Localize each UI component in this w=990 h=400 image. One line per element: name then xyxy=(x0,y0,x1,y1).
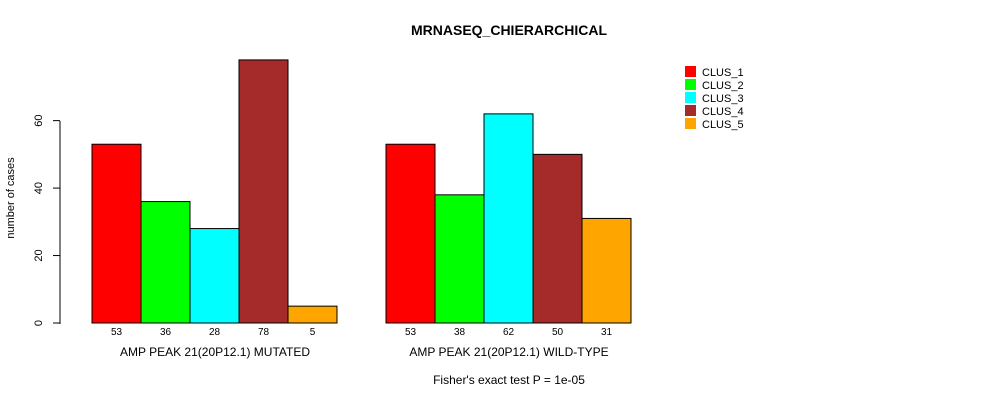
bar-group1-clus-5 xyxy=(287,305,338,324)
bar-value-label: 36 xyxy=(160,327,172,338)
bar-value-label: 62 xyxy=(503,327,515,338)
bar-value-label: 28 xyxy=(209,327,221,338)
y-axis-label: number of cases xyxy=(5,157,17,239)
bar-group1-clus-2 xyxy=(140,201,191,324)
bar-group2-clus-4 xyxy=(532,153,583,324)
group-label-mutated: AMP PEAK 21(20P12.1) MUTATED xyxy=(120,345,310,359)
bar-value-label: 31 xyxy=(601,327,613,338)
bar-group2-clus-3 xyxy=(483,113,534,324)
fishers-test-footnote: Fisher's exact test P = 1e-05 xyxy=(433,373,585,387)
bar-value-labels: 53 36 28 78 5 53 38 62 50 31 xyxy=(111,327,613,338)
y-tick-label-40: 40 xyxy=(33,182,45,194)
legend-swatch-clus-1 xyxy=(685,66,696,77)
chart-title: MRNASEQ_CHIERARCHICAL xyxy=(411,22,607,38)
bar-value-label: 38 xyxy=(454,327,466,338)
bars xyxy=(91,59,632,324)
y-tick-label-20: 20 xyxy=(33,249,45,261)
group-label-wild-type: AMP PEAK 21(20P12.1) WILD-TYPE xyxy=(409,345,608,359)
bar-group1-clus-4 xyxy=(238,59,289,324)
y-tick-label-0: 0 xyxy=(33,320,45,326)
legend-label-clus-3: CLUS_3 xyxy=(702,93,744,105)
legend-swatch-clus-4 xyxy=(685,105,696,116)
bar-value-label: 53 xyxy=(111,327,123,338)
bar-value-label: 78 xyxy=(258,327,270,338)
legend-label-clus-1: CLUS_1 xyxy=(702,67,744,79)
legend-swatch-clus-5 xyxy=(685,118,696,129)
bar-value-label: 53 xyxy=(405,327,417,338)
bar-group2-clus-1 xyxy=(385,143,436,324)
legend-swatch-clus-3 xyxy=(685,92,696,103)
bar-group2-clus-5 xyxy=(581,217,632,324)
legend-label-clus-2: CLUS_2 xyxy=(702,80,744,92)
legend-label-clus-5: CLUS_5 xyxy=(702,119,744,131)
bar-group2-clus-2 xyxy=(434,194,485,324)
y-axis-ticks: 0 20 40 60 xyxy=(33,114,60,326)
legend-swatch-clus-2 xyxy=(685,79,696,90)
bar-value-label: 50 xyxy=(552,327,564,338)
bar-group1-clus-3 xyxy=(189,228,240,324)
y-tick-label-60: 60 xyxy=(33,114,45,126)
bar-value-label: 5 xyxy=(310,327,316,338)
legend-label-clus-4: CLUS_4 xyxy=(702,106,744,118)
bar-group1-clus-1 xyxy=(91,143,142,324)
